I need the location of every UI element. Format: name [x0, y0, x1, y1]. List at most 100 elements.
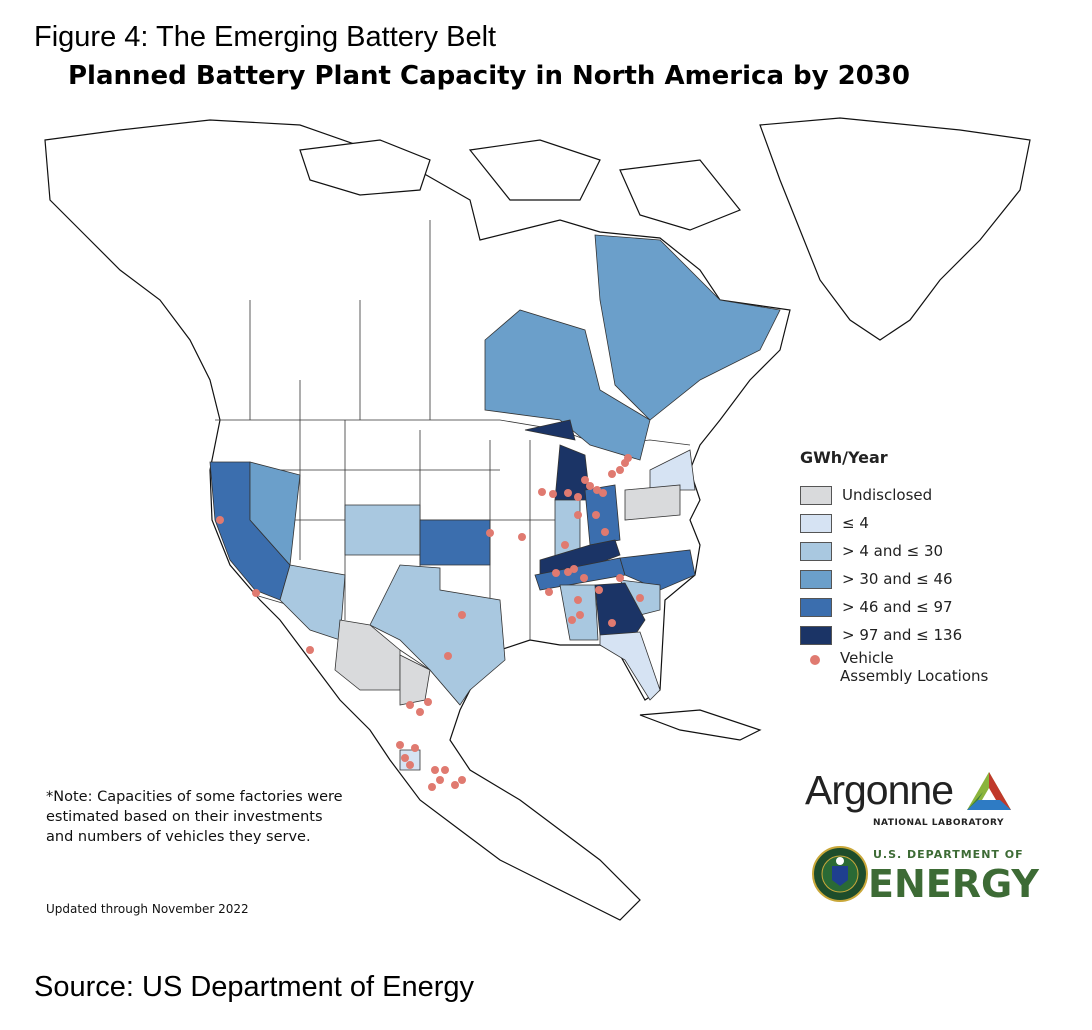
region-ontario [484, 309, 651, 461]
vehicle-assembly-location [252, 589, 260, 597]
legend-label: > 4 and ≤ 30 [842, 542, 944, 560]
greenland [759, 117, 1031, 341]
vehicle-assembly-location [396, 741, 404, 749]
vehicle-assembly-location [599, 489, 607, 497]
note: *Note: Capacities of some factories were… [46, 789, 343, 845]
vehicle-assembly-location [552, 569, 560, 577]
vehicle-assembly-location [458, 776, 466, 784]
vehicle-assembly-location [518, 533, 526, 541]
vehicle-assembly-location [592, 511, 600, 519]
legend-label: > 30 and ≤ 46 [842, 570, 953, 588]
region-georgia [594, 582, 646, 636]
legend-item: ≤ 4 [800, 509, 988, 537]
vehicle-assembly-location [436, 776, 444, 784]
legend-swatch [800, 541, 832, 561]
region-quebec [594, 234, 781, 421]
vehicle-assembly-location [401, 754, 409, 762]
vehicle-assembly-location [576, 611, 584, 619]
legend: GWh/Year Undisclosed ≤ 4 > 4 and ≤ 30 > 30 … [800, 448, 988, 695]
legend-label: > 97 and ≤ 136 [842, 626, 963, 644]
legend-vehicle-line1: Vehicle [840, 649, 894, 667]
legend-swatch [800, 625, 832, 645]
vehicle-assembly-location [570, 565, 578, 573]
region-north-carolina [619, 549, 696, 591]
vehicle-assembly-location [574, 511, 582, 519]
legend-swatch [800, 485, 832, 505]
vehicle-assembly-location [431, 766, 439, 774]
figure-label: Figure 4: The Emerging Battery Belt [34, 21, 497, 53]
vehicle-assembly-layer [216, 454, 644, 791]
vehicle-assembly-location [561, 541, 569, 549]
region-kansas [419, 519, 491, 566]
vehicle-assembly-location [406, 701, 414, 709]
vehicle-assembly-location [601, 528, 609, 536]
region-new-york [649, 449, 696, 491]
legend-swatch [800, 569, 832, 589]
vehicle-assembly-location [581, 476, 589, 484]
doe-energy-text: ENERGY [868, 862, 1039, 906]
vehicle-assembly-location [564, 489, 572, 497]
vehicle-assembly-location [406, 761, 414, 769]
vehicle-assembly-location [624, 454, 632, 462]
legend-swatch [800, 597, 832, 617]
region-michigan [524, 419, 576, 441]
vehicle-assembly-location [545, 588, 553, 596]
cuba [639, 709, 762, 741]
vehicle-assembly-location [586, 482, 594, 490]
vehicle-assembly-location [451, 781, 459, 789]
source-text: Source: US Department of Energy [34, 971, 475, 1003]
legend-title: GWh/Year [800, 448, 888, 467]
region-pennsylvania [624, 484, 681, 521]
legend-item: > 97 and ≤ 136 [800, 621, 988, 649]
updated-text: Updated through November 2022 [46, 902, 249, 916]
arctic-islands [299, 139, 741, 231]
legend-label: > 46 and ≤ 97 [842, 598, 953, 616]
region-ohio [584, 484, 621, 546]
legend-vehicle-line2: Assembly Locations [840, 667, 989, 685]
vehicle-assembly-location [568, 616, 576, 624]
vehicle-assembly-location [616, 574, 624, 582]
legend-vehicle-label: Vehicle Assembly Locations [840, 649, 988, 685]
vehicle-assembly-location [416, 708, 424, 716]
legend-label: Undisclosed [842, 486, 933, 504]
legend-item: > 4 and ≤ 30 [800, 537, 988, 565]
legend-label: ≤ 4 [842, 514, 869, 532]
doe-top-text: U.S. DEPARTMENT OF [873, 848, 1024, 861]
us-canada-border [215, 419, 691, 446]
vehicle-assembly-location [411, 744, 419, 752]
vehicle-assembly-location [608, 470, 616, 478]
region-texas [369, 564, 506, 706]
legend-item-vehicle: Vehicle Assembly Locations [800, 649, 988, 695]
vehicle-assembly-location [608, 619, 616, 627]
vehicle-assembly-location [428, 783, 436, 791]
argonne-triangle-icon [967, 772, 1011, 810]
legend-item: > 30 and ≤ 46 [800, 565, 988, 593]
legend-swatch [800, 513, 832, 533]
argonne-logo-text: Argonne [805, 767, 954, 813]
vehicle-assembly-location [616, 466, 624, 474]
region-arizona [279, 564, 346, 641]
vehicle-assembly-location [595, 586, 603, 594]
vehicle-assembly-location [441, 766, 449, 774]
region-layer [209, 234, 781, 771]
legend-item: > 46 and ≤ 97 [800, 593, 988, 621]
vehicle-assembly-location [593, 486, 601, 494]
vehicle-dot-icon [810, 655, 820, 665]
vehicle-assembly-location [538, 488, 546, 496]
region-florida [599, 631, 661, 701]
doe-seal-icon [812, 846, 868, 902]
vehicle-assembly-location [216, 516, 224, 524]
region-colorado [344, 504, 421, 556]
vehicle-assembly-location [458, 611, 466, 619]
vehicle-assembly-location [580, 574, 588, 582]
vehicle-assembly-location [444, 652, 452, 660]
argonne-subtitle: NATIONAL LABORATORY [873, 818, 1004, 828]
vehicle-assembly-location [306, 646, 314, 654]
map-title: Planned Battery Plant Capacity in North … [68, 61, 911, 91]
vehicle-assembly-location [486, 529, 494, 537]
vehicle-assembly-location [574, 596, 582, 604]
vehicle-assembly-location [549, 490, 557, 498]
legend-item: Undisclosed [800, 481, 988, 509]
vehicle-assembly-location [424, 698, 432, 706]
